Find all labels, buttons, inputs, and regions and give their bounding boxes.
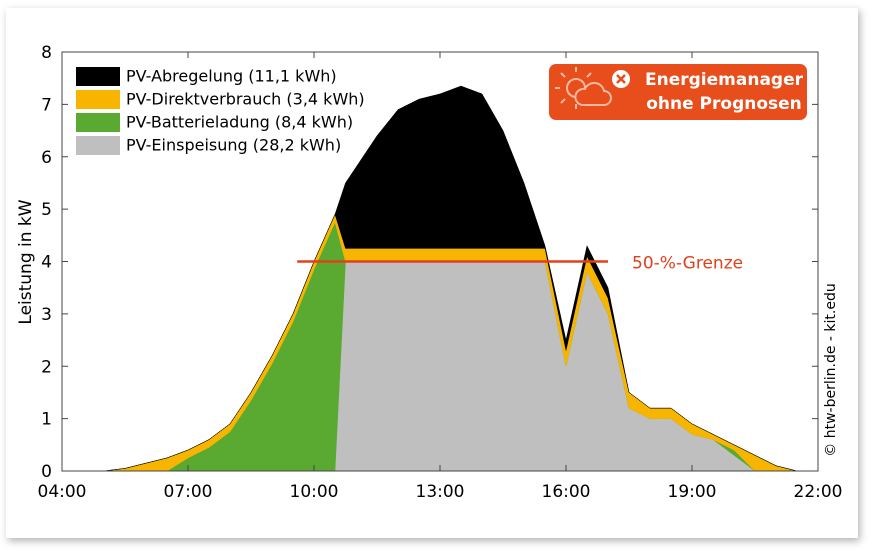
x-tick-label: 22:00 <box>794 482 843 502</box>
y-tick-label: 7 <box>41 95 52 115</box>
y-tick-label: 4 <box>41 253 52 273</box>
badge-line: ohne Prognosen <box>646 94 802 114</box>
legend-label: PV-Einspeisung (28,2 kWh) <box>126 136 341 155</box>
y-tick-label: 5 <box>41 200 52 220</box>
y-axis-label: Leistung in kW <box>16 199 36 324</box>
y-tick-label: 1 <box>41 410 52 430</box>
weather-icon <box>555 67 612 109</box>
close-icon-x <box>616 74 626 84</box>
legend-swatch <box>76 136 120 155</box>
plot-area: 50-%-Grenze 0 1 2 3 4 5 6 7 8 04:00 07:00 10:00 13:00… <box>38 43 843 502</box>
legend-swatch <box>76 90 120 109</box>
credit: © htw-berlin.de - kit.edu <box>823 283 839 456</box>
threshold-label: 50-%-Grenze <box>632 254 743 274</box>
legend-swatch <box>76 67 120 86</box>
y-tick-label: 6 <box>41 148 52 168</box>
x-tick-label: 13:00 <box>416 482 465 502</box>
x-tick-label: 19:00 <box>668 482 717 502</box>
legend-label: PV-Direktverbrauch (3,4 kWh) <box>126 90 365 109</box>
badge: Energiemanager ohne Prognosen <box>549 64 807 120</box>
legend-swatch <box>76 113 120 132</box>
y-tick-label: 3 <box>41 305 52 325</box>
x-tick-label: 16:00 <box>542 482 591 502</box>
badge-line: Energiemanager <box>645 70 804 90</box>
area <box>62 85 818 472</box>
legend-label: PV-Abregelung (11,1 kWh) <box>126 67 337 86</box>
x-tick-label: 07:00 <box>164 482 213 502</box>
y-tick-label: 8 <box>41 43 52 63</box>
legend-label: PV-Batterieladung (8,4 kWh) <box>126 113 353 132</box>
x-tick-label: 10:00 <box>290 482 339 502</box>
x-tick-label: 04:00 <box>38 482 87 502</box>
y-tick-label: 2 <box>41 357 52 377</box>
y-tick-label: 0 <box>41 462 52 482</box>
